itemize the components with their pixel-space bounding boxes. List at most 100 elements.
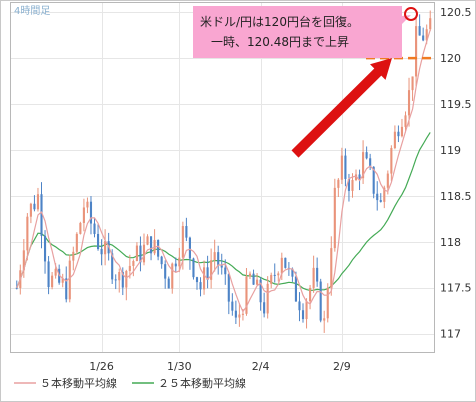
candle-body xyxy=(386,173,389,188)
x-tick-label: 1/26 xyxy=(89,360,114,373)
candle-body xyxy=(326,287,329,319)
candle-body xyxy=(185,226,188,238)
candle-body xyxy=(298,301,301,311)
candle-body xyxy=(245,276,248,314)
y-tick-label: 119.5 xyxy=(440,98,472,111)
x-tick-label: 2/9 xyxy=(333,360,351,373)
candle-body xyxy=(379,200,382,202)
candle-body xyxy=(266,283,269,314)
x-axis-ticks: 1/26 1/30 2/4 2/9 xyxy=(89,360,351,373)
candle-body xyxy=(160,256,163,265)
candle-body xyxy=(397,131,400,137)
candle-body xyxy=(72,251,75,261)
candle-body xyxy=(309,287,312,302)
candle-body xyxy=(425,29,428,41)
candle-body xyxy=(43,235,47,262)
candle-body xyxy=(340,155,343,180)
candle-body xyxy=(365,152,368,159)
candle-body xyxy=(337,179,340,188)
candle-body xyxy=(93,223,96,234)
candle-body xyxy=(213,252,216,261)
candle-body xyxy=(291,268,294,277)
candle-body xyxy=(248,273,252,277)
candle-body xyxy=(157,240,160,257)
candle-body xyxy=(231,301,234,311)
x-tick-label: 1/30 xyxy=(167,360,192,373)
candle-body xyxy=(259,279,262,303)
ma5-line xyxy=(16,29,431,313)
candle-body xyxy=(89,201,93,224)
y-tick-label: 118 xyxy=(440,236,461,249)
candle-body xyxy=(195,277,199,283)
candle-body xyxy=(220,265,223,268)
candle-body xyxy=(171,263,174,289)
candle-body xyxy=(174,263,177,267)
candle-body xyxy=(96,233,100,250)
candle-body xyxy=(330,248,333,288)
candle-body xyxy=(344,155,347,179)
candle-body xyxy=(22,250,25,271)
ma5-polyline xyxy=(16,29,431,313)
candle-body xyxy=(383,187,386,202)
y-tick-label: 120 xyxy=(440,52,461,65)
candle-body xyxy=(227,274,230,302)
candle-body xyxy=(146,236,149,245)
y-axis-ticks: 120.5 120 119.5 119 118.5 118 117.5 117 xyxy=(440,6,472,340)
callout: 米ドル/円は120円台を回復。 一時、120.48円まで上昇 xyxy=(193,6,411,58)
candle-body xyxy=(224,267,227,275)
candle-body xyxy=(192,258,195,278)
candle-body xyxy=(36,194,40,210)
candle-body xyxy=(241,313,244,315)
candle-body xyxy=(118,271,121,281)
candle-body xyxy=(75,233,78,252)
candle-body xyxy=(252,273,255,285)
y-tick-label: 119 xyxy=(440,144,461,157)
callout-box xyxy=(193,6,411,58)
candle-body xyxy=(111,253,114,280)
candle-body xyxy=(51,275,54,288)
candle-body xyxy=(312,267,315,288)
candle-body xyxy=(206,267,209,280)
ma25-polyline xyxy=(16,132,431,292)
y-tick-label: 117 xyxy=(440,328,461,341)
candle-body xyxy=(104,241,107,255)
candle-body xyxy=(407,90,411,116)
x-tick-label: 2/4 xyxy=(252,360,270,373)
candle-body xyxy=(323,318,326,321)
ma25-line xyxy=(16,132,431,292)
candle-body xyxy=(47,261,50,288)
candle-body xyxy=(273,274,276,276)
candle-body xyxy=(65,278,68,300)
legend: ５本移動平均線 ２５本移動平均線 xyxy=(14,376,246,390)
candle-body xyxy=(256,279,259,285)
candle-body xyxy=(305,301,308,320)
candle-body xyxy=(61,278,64,283)
candle-body xyxy=(415,26,418,77)
legend-ma5-label: ５本移動平均線 xyxy=(40,376,117,390)
candle-body xyxy=(199,282,202,290)
candle-body xyxy=(40,194,43,236)
candle-body xyxy=(270,274,273,284)
candle-body xyxy=(114,279,117,281)
candle-body xyxy=(429,18,432,30)
candle-body xyxy=(135,245,138,262)
candle-body xyxy=(203,267,206,290)
candle-body xyxy=(358,174,361,179)
candle-body xyxy=(404,115,407,127)
candle-body xyxy=(319,281,322,321)
candle-body xyxy=(263,302,266,314)
y-tick-label: 120.5 xyxy=(440,6,472,19)
candle-body xyxy=(301,310,305,320)
candle-body xyxy=(210,260,213,280)
candle-body xyxy=(100,249,103,255)
candle-body xyxy=(284,257,287,268)
candle-body xyxy=(125,270,128,288)
candle-body xyxy=(178,257,181,267)
peak-marker-circle xyxy=(404,7,418,22)
candle-body xyxy=(316,267,319,282)
candle-body xyxy=(153,240,156,254)
candle-body xyxy=(86,201,89,208)
candle-body xyxy=(372,166,375,194)
candle-body xyxy=(26,216,29,251)
